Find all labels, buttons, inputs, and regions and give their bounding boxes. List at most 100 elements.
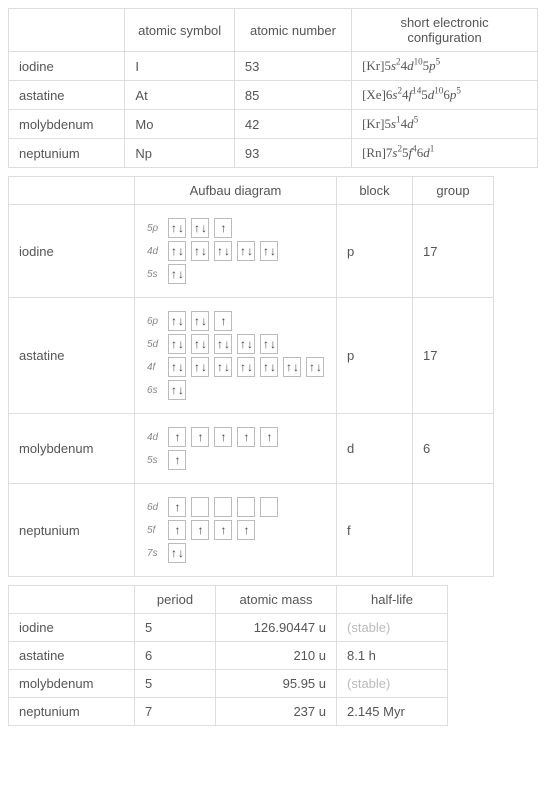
column-header: atomic number [234,9,351,52]
spin-up-arrow: ↑ [194,315,199,327]
orbital-box: ↑↓ [168,241,186,261]
element-name: astatine [9,81,125,110]
orbital-box: ↑↓ [237,357,255,377]
spin-down-arrow: ↓ [224,338,229,350]
spin-up-arrow: ↑ [240,338,245,350]
period-cell: 5 [135,670,216,698]
aufbau-diagram: 4d↑↑↑↑↑5s↑ [135,414,337,484]
spin-up-arrow: ↑ [263,338,268,350]
spin-down-arrow: ↓ [247,245,252,257]
aufbau-diagram: 5p↑↓↑↓↑4d↑↓↑↓↑↓↑↓↑↓5s↑↓ [135,205,337,298]
orbital-box: ↑↓ [191,241,209,261]
spin-up-arrow: ↑ [194,361,199,373]
atomic-properties-table: atomic symbolatomic numbershort electron… [8,8,538,168]
spin-up-arrow: ↑ [221,222,226,234]
orbital-box: ↑↓ [306,357,324,377]
spin-up-arrow: ↑ [217,338,222,350]
orbital-row: 6d↑ [147,497,324,517]
table-row: molybdenum595.95 u(stable) [9,670,448,698]
orbital-box: ↑ [168,450,186,470]
table-header-row: atomic symbolatomic numbershort electron… [9,9,538,52]
spin-up-arrow: ↑ [309,361,314,373]
table-row: astatine6210 u8.1 h [9,642,448,670]
orbital-row: 5s ↑↓ [147,264,324,284]
orbital-box [214,497,232,517]
orbital-box: ↑↓ [168,264,186,284]
atomic-number: 42 [234,110,351,139]
spin-down-arrow: ↓ [178,315,183,327]
column-header: atomic symbol [125,9,234,52]
orbital-box: ↑↓ [191,311,209,331]
spin-down-arrow: ↓ [247,361,252,373]
orbital-box: ↑ [191,427,209,447]
orbital-label: 4d [147,246,163,257]
spin-down-arrow: ↓ [178,222,183,234]
spin-up-arrow: ↑ [240,361,245,373]
atomic-symbol: I [125,52,234,81]
orbital-box: ↑↓ [283,357,301,377]
element-name: molybdenum [9,670,135,698]
atomic-symbol: At [125,81,234,110]
spin-up-arrow: ↑ [286,361,291,373]
orbital-label: 6p [147,316,163,327]
orbital-box [260,497,278,517]
orbital-box: ↑↓ [237,241,255,261]
orbital-box: ↑↓ [168,311,186,331]
orbital-box: ↑ [260,427,278,447]
period-mass-table: periodatomic masshalf-lifeiodine5126.904… [8,585,448,726]
electronic-config: [Rn]7s25f46d1 [352,139,538,168]
spin-up-arrow: ↑ [244,524,249,536]
group-cell: 17 [413,298,494,414]
table-header-row: periodatomic masshalf-life [9,586,448,614]
block-cell: f [337,484,413,577]
half-life-cell: 8.1 h [337,642,448,670]
table-header-row: Aufbau diagramblockgroup [9,177,494,205]
orbital-label: 5s [147,269,163,280]
element-name: neptunium [9,139,125,168]
spin-down-arrow: ↓ [224,361,229,373]
orbital-box [237,497,255,517]
spin-down-arrow: ↓ [293,361,298,373]
orbital-label: 5f [147,525,163,536]
element-name: neptunium [9,484,135,577]
orbital-label: 7s [147,548,163,559]
spin-up-arrow: ↑ [263,245,268,257]
element-name: iodine [9,614,135,642]
spin-up-arrow: ↑ [175,454,180,466]
table-row: iodineI53[Kr]5s24d105p5 [9,52,538,81]
spin-up-arrow: ↑ [194,338,199,350]
table-row: molybdenum4d↑↑↑↑↑5s↑d6 [9,414,494,484]
orbital-box: ↑↓ [168,380,186,400]
spin-down-arrow: ↓ [247,338,252,350]
spin-up-arrow: ↑ [198,524,203,536]
spin-up-arrow: ↑ [263,361,268,373]
orbital-box: ↑ [191,520,209,540]
table-row: neptunium6d↑5f↑↑↑↑7s↑↓f [9,484,494,577]
blank-header [9,177,135,205]
orbital-box: ↑↓ [168,357,186,377]
orbital-box: ↑↓ [260,241,278,261]
half-life-cell: (stable) [337,614,448,642]
period-cell: 5 [135,614,216,642]
orbital-box: ↑↓ [168,334,186,354]
spin-down-arrow: ↓ [201,361,206,373]
orbital-box: ↑ [214,218,232,238]
electronic-config: [Xe]6s24f145d106p5 [352,81,538,110]
spin-up-arrow: ↑ [194,222,199,234]
orbital-box: ↑ [237,520,255,540]
column-header: block [337,177,413,205]
atomic-number: 93 [234,139,351,168]
blank-header [9,586,135,614]
spin-down-arrow: ↓ [224,245,229,257]
block-cell: d [337,414,413,484]
orbital-label: 4d [147,432,163,443]
orbital-box: ↑ [214,427,232,447]
spin-up-arrow: ↑ [198,431,203,443]
orbital-box: ↑↓ [214,334,232,354]
orbital-box: ↑ [168,427,186,447]
spin-up-arrow: ↑ [171,384,176,396]
atomic-mass-cell: 210 u [216,642,337,670]
element-name: iodine [9,205,135,298]
element-name: molybdenum [9,414,135,484]
spin-up-arrow: ↑ [175,431,180,443]
